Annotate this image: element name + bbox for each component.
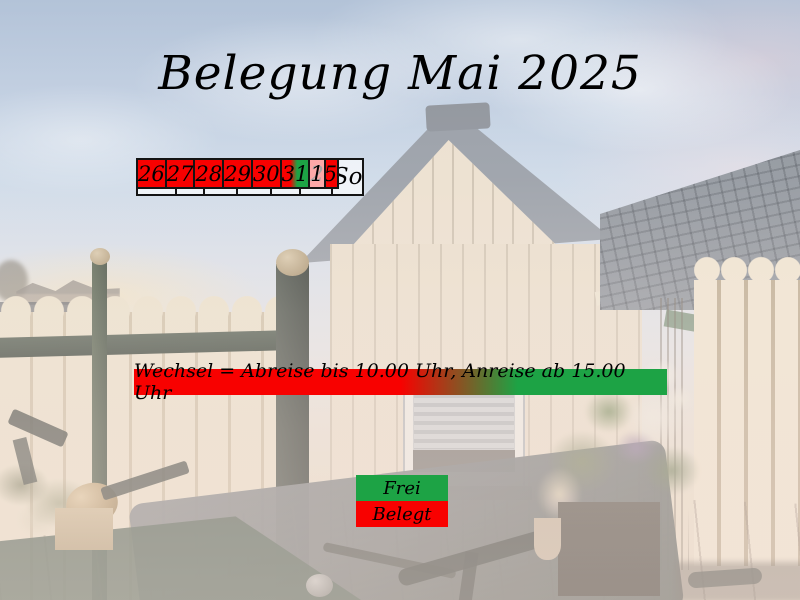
- legend-item-belegt: Belegt: [356, 501, 448, 527]
- page-title: Belegung Mai 2025: [158, 46, 642, 101]
- day-cell: 31: [279, 158, 311, 189]
- calendar-week-row: 26 27 28 29 30 31 1: [136, 158, 326, 189]
- legend-item-frei: Frei: [356, 475, 448, 501]
- day-cell: 29: [222, 158, 253, 189]
- day-cell: 28: [193, 158, 225, 189]
- legend: Frei Belegt: [356, 475, 448, 527]
- day-cell: 27: [164, 158, 196, 189]
- day-cell: 30: [250, 158, 282, 189]
- day-cell: 1: [308, 158, 326, 189]
- legend-frei-label: Frei: [383, 477, 421, 499]
- day-cell: 26: [136, 158, 167, 189]
- legend-belegt-label: Belegt: [372, 503, 432, 525]
- wechsel-note: Wechsel = Abreise bis 10.00 Uhr, Anreise…: [134, 360, 667, 404]
